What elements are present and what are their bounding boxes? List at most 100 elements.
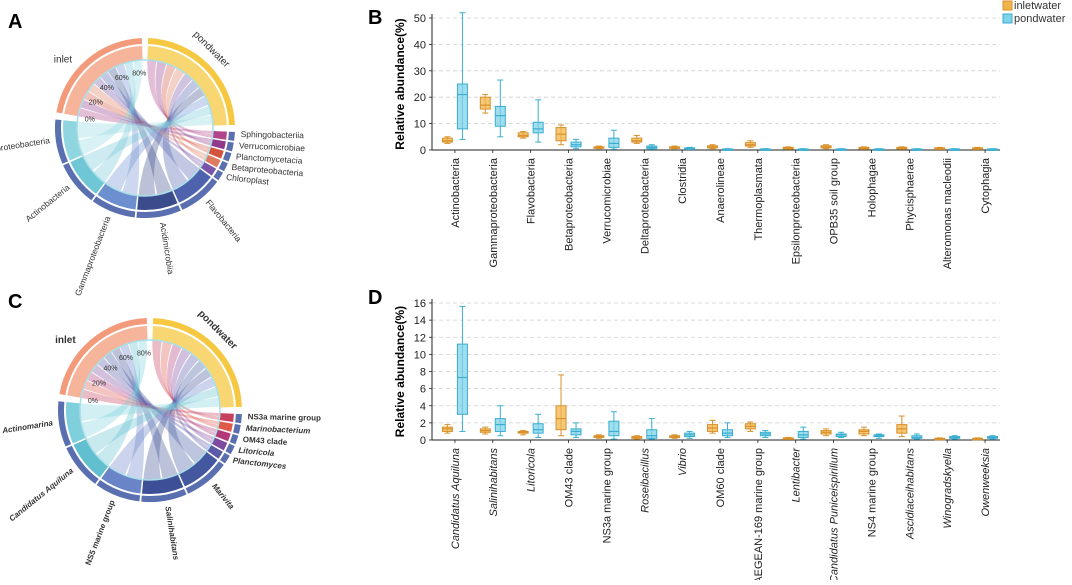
box-pondwater-7 [722,422,733,438]
x-tick-label: Holophagae [866,158,878,217]
ribbon-pond [86,386,219,455]
box [631,137,643,143]
x-tick-label: Flavobacteria [526,157,538,224]
label-inlet: inlet [54,54,73,65]
box-pondwater-10 [835,431,847,438]
ribbon-inlet [93,61,136,183]
tick-label: 60% [115,75,129,82]
y-tick-label: 40 [414,39,426,51]
tick-label: 0% [85,116,95,123]
group-outer-arc [218,160,228,172]
box-pondwater-5 [646,144,658,150]
ribbon-pond [109,377,216,476]
group-segment [179,451,218,487]
group-segment [73,439,109,478]
x-tick-label: OPB35 soil group [829,158,841,244]
ribbon-inlet [93,77,204,165]
ribbon-inlet [78,108,213,135]
box-inletwater-6 [669,145,681,150]
tick-label: 80% [132,70,146,77]
group-outer-arc [179,178,218,210]
x-tick-label: Litoricola [526,448,538,492]
box-pondwater-14 [987,435,999,440]
box-inletwater-0 [441,424,453,434]
box [479,96,491,110]
box-pondwater-12 [911,433,923,440]
group-segment [70,156,105,194]
box-pondwater-11 [873,433,885,439]
group-outer-arc [136,205,181,218]
ribbon-pond [160,341,219,429]
boxplot-d: 0 2 4 6 8 10 12 14 16 Relative abundance(%) Candid… [393,298,1000,584]
tick-label: 60% [119,355,133,362]
box-inletwater-3 [555,374,567,437]
group-segment [212,131,227,140]
group-segment [137,190,178,210]
box-inletwater-12 [896,415,908,438]
y-axis-label: Relative abundance(%) [393,306,407,437]
inlet-outer-arc [59,318,147,396]
box [555,405,567,431]
segment-label: NS5 marine group [84,499,117,567]
x-tick-label: AEGEAN-169 marine group [753,448,765,580]
y-tick-label: 16 [414,298,426,310]
box-inletwater-14 [972,437,984,441]
legend-swatch-pond [1002,13,1013,24]
box [532,423,544,434]
tick-label: 40% [103,366,117,373]
ribbon-pond [83,105,212,171]
box-pondwater-4 [608,129,620,150]
x-tick-label: Actinobacteria [450,157,462,228]
group-outer-arc [235,413,242,424]
panel-letter-a: A [8,11,22,33]
box-pondwater-9 [797,148,809,151]
segment-label: Gammaproteobacteria [73,214,113,297]
ribbon-pond [174,353,209,451]
box [646,429,658,439]
group-segment [214,429,231,442]
x-tick-label: Anaerolineae [715,158,727,223]
ribbon-inlet [88,83,208,158]
ribbon-inlet [86,372,218,433]
tick-label: 80% [137,350,151,357]
boxplot-b: 0 10 20 30 40 50 Relative abundance(%) Actinoba… [393,12,1000,269]
x-tick-label: Ascidiaceihabitans [904,448,916,541]
box-pondwater-14 [987,148,999,151]
ribbon-pond [138,87,205,196]
segment-label: Planctomycetacia [236,151,303,165]
segment-label: Litoricola [238,446,275,458]
ribbon-inlet [80,99,213,143]
ribbon-pond [147,60,213,138]
box-pondwater-6 [684,430,696,439]
y-tick-label: 12 [414,332,426,344]
group-outer-arc [66,445,99,484]
inlet-segment [67,326,148,398]
segment-label: Marivita [210,482,236,512]
ribbon-pond [105,96,209,192]
x-tick-label: Candidatus Aquiluna [450,448,462,549]
panel-letter-c: C [8,291,22,313]
box-inletwater-8 [744,421,756,432]
x-tick-label: Owenweeksia [980,448,992,516]
segment-label: Flavobacteria [204,198,244,244]
box-inletwater-6 [669,434,681,439]
ribbon-pond [152,340,220,421]
box-inletwater-14 [972,146,984,150]
x-tick-label: Vibrio [677,448,689,476]
ribbon-inlet [100,71,200,180]
group-outer-arc [185,461,224,494]
group-outer-arc [92,196,136,218]
group-outer-arc [225,443,235,455]
segment-label: Chloroplast [226,172,270,187]
inner-ring [76,59,214,197]
ribbon-inlet [115,63,140,196]
label-inlet: inlet [55,335,76,346]
chord-diagram-a: 0% 20% 40%60%80% inlet pondwater Sphingobacte… [0,29,306,297]
box [494,105,506,127]
group-outer-arc [229,433,239,445]
y-tick-label: 10 [414,119,426,131]
box-pondwater-13 [949,148,961,151]
pondwater-segment [147,46,227,126]
legend-label-inlet: inletwater [1014,0,1061,12]
group-segment [208,146,224,159]
